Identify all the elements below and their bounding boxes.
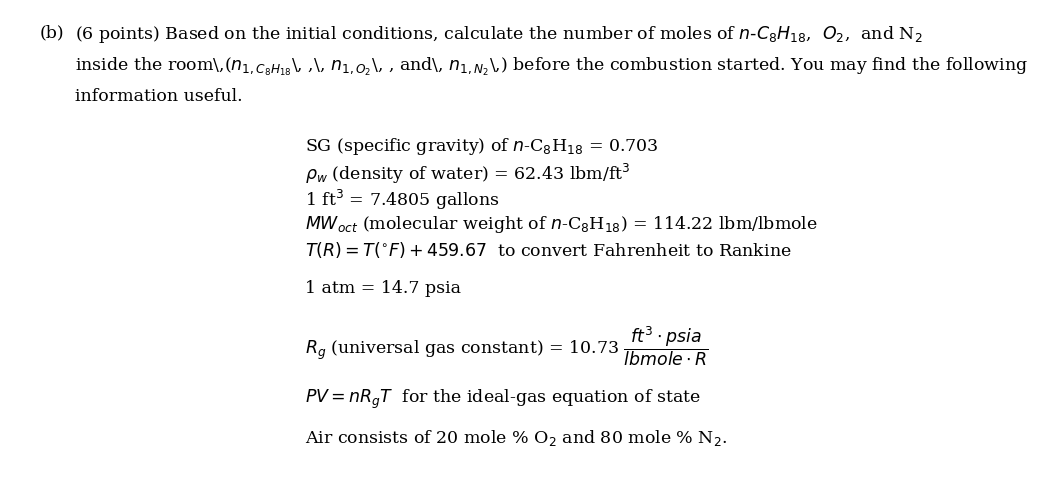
Text: $R_g$ (universal gas constant) = 10.73 $\dfrac{ft^3 \cdot psia}{lbmole \cdot R}$: $R_g$ (universal gas constant) = 10.73 $… [305, 324, 709, 368]
Text: (6 points) Based on the initial conditions, calculate the number of moles of $n\: (6 points) Based on the initial conditio… [75, 24, 923, 45]
Text: Air consists of 20 mole % O$_2$ and 80 mole % N$_2$.: Air consists of 20 mole % O$_2$ and 80 m… [305, 428, 727, 448]
Text: information useful.: information useful. [75, 88, 242, 105]
Text: $\rho_w$ (density of water) = 62.43 lbm/ft$^3$: $\rho_w$ (density of water) = 62.43 lbm/… [305, 162, 631, 186]
Text: (b): (b) [40, 24, 65, 41]
Text: 1 atm = 14.7 psia: 1 atm = 14.7 psia [305, 280, 461, 297]
Text: $\mathit{PV} = n\mathit{R}_g\mathit{T}$  for the ideal-gas equation of state: $\mathit{PV} = n\mathit{R}_g\mathit{T}$ … [305, 388, 701, 411]
Text: 1 ft$^3$ = 7.4805 gallons: 1 ft$^3$ = 7.4805 gallons [305, 188, 500, 212]
Text: $T(R) = T(^{\circ}F)+459.67$  to convert Fahrenheit to Rankine: $T(R) = T(^{\circ}F)+459.67$ to convert … [305, 240, 791, 260]
Text: inside the room\,($n_{1,C_8H_{18}}$\, ,\, $n_{1,O_2}$\, , and\, $n_{1,N_2}$\,) b: inside the room\,($n_{1,C_8H_{18}}$\, ,\… [75, 56, 1028, 78]
Text: $\mathit{MW}_{oct}$ (molecular weight of $n$-C$_8$H$_{18}$) = 114.22 lbm/lbmole: $\mathit{MW}_{oct}$ (molecular weight of… [305, 214, 818, 235]
Text: SG (specific gravity) of $n$-C$_8$H$_{18}$ = 0.703: SG (specific gravity) of $n$-C$_8$H$_{18… [305, 136, 658, 157]
